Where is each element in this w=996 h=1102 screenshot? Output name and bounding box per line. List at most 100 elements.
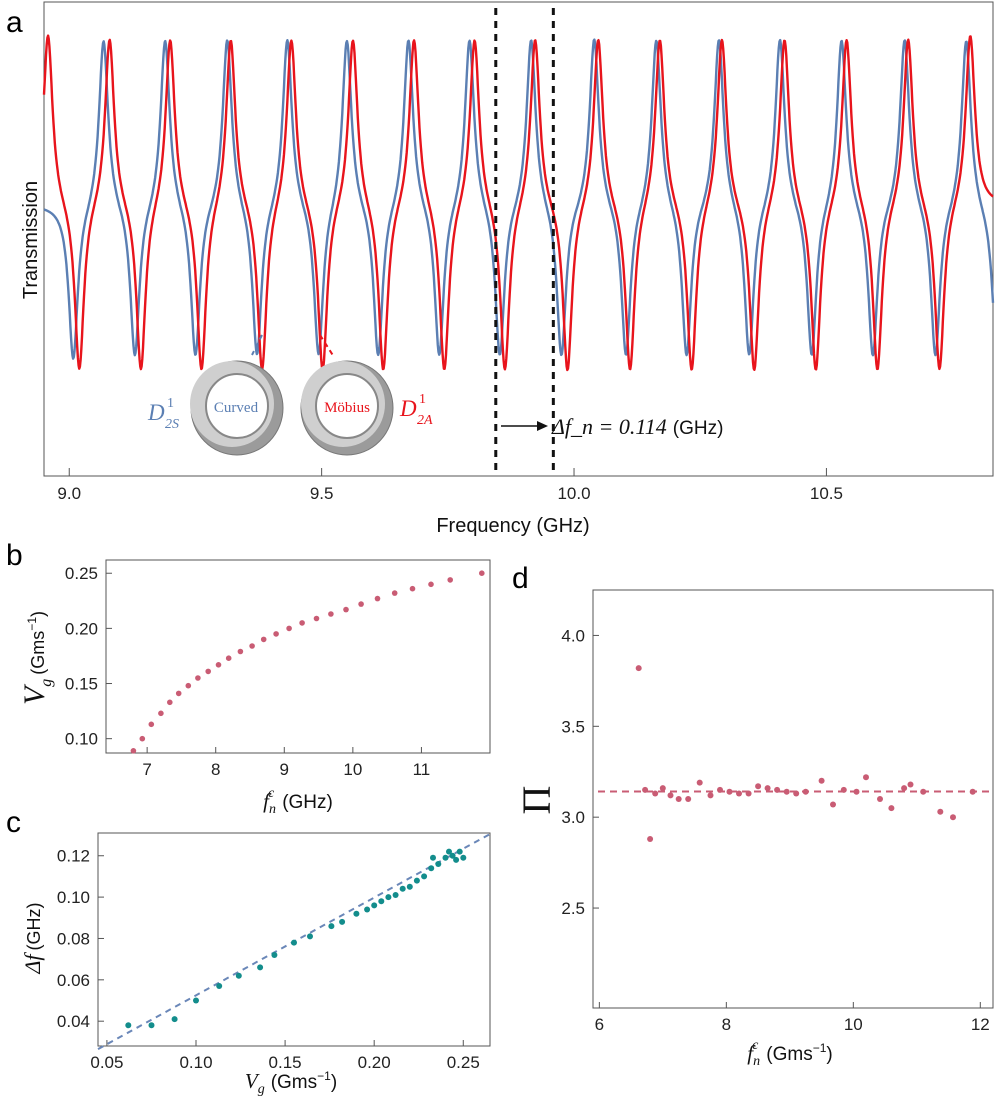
- panel-d-point: [764, 785, 771, 792]
- panel-d-points: [635, 665, 976, 842]
- panel-b-point: [205, 668, 211, 675]
- panel-b-point: [328, 611, 334, 617]
- panel-c-x-sup: −1: [317, 1069, 331, 1083]
- symmetric-mode-superscript: 1: [167, 396, 174, 411]
- panel-b-y-tick-label: 0.25: [65, 564, 98, 583]
- panel-b-y-sub: g: [38, 679, 55, 687]
- panel-c-x-tick-label: 0.15: [269, 1053, 302, 1072]
- panel-b-x-tick-label: 10: [343, 760, 362, 779]
- panel-d-point: [696, 779, 703, 786]
- panel-d-point: [907, 781, 914, 788]
- panel-b-y-sup: −1: [25, 617, 39, 631]
- panel-d-point: [840, 786, 847, 793]
- panel-c-point: [291, 939, 297, 946]
- panel-b-point: [249, 643, 255, 649]
- panel-d-point: [736, 790, 742, 797]
- panel-b-x-symbol: f: [263, 789, 272, 813]
- panel-d-x-tick-label: 6: [595, 1015, 604, 1034]
- panel-d-point: [793, 790, 800, 797]
- panel-b-x-tick-label: 8: [211, 760, 220, 779]
- panel-b-point: [391, 590, 398, 596]
- panel-c-point: [378, 898, 385, 905]
- panel-c-point: [353, 910, 360, 917]
- panel-c-ticks: 0.05 0.10 0.15 0.20 0.25 0.04 0.06 0.08 0.10 0.12: [57, 847, 480, 1072]
- panel-c-point: [364, 906, 371, 913]
- panel-c-y-tick-label: 0.12: [57, 847, 90, 866]
- panel-c-point: [453, 856, 460, 863]
- panel-d-point: [667, 792, 674, 799]
- panel-d-x-sup: c: [752, 1038, 759, 1053]
- panel-d-x-tick-label: 12: [971, 1015, 990, 1034]
- panel-d-point: [652, 790, 659, 797]
- panel-d-y-tick-label: 3.5: [561, 717, 585, 736]
- panel-b-point: [299, 620, 305, 626]
- panel-c-point: [193, 997, 199, 1004]
- panel-c-x-unit: (Gms: [271, 1072, 317, 1093]
- delta-f-symbol: Δf_n = 0.114: [551, 414, 667, 439]
- panel-a-x-tick-label: 10.5: [810, 484, 843, 503]
- antisymmetric-mode-label: D 1 2A: [399, 392, 433, 428]
- panel-a-x-title: Frequency (GHz): [436, 515, 589, 537]
- panel-b-point: [479, 570, 485, 576]
- panel-b-x-sub: n: [269, 802, 276, 817]
- panel-label-c: c: [6, 806, 21, 839]
- panel-d-point: [818, 777, 825, 784]
- panel-d-point: [707, 792, 714, 799]
- curved-transmission-line: [43, 38, 995, 360]
- panel-c-point: [446, 848, 452, 855]
- panel-d-point: [969, 788, 976, 795]
- panel-d-ticks: 6 8 10 12 2.5 3.0 3.5 4.0: [561, 626, 989, 1034]
- symmetric-mode-subscript: 2S: [165, 417, 179, 432]
- mobius-ring-pointer: [319, 334, 335, 358]
- panel-label-a: a: [6, 6, 23, 39]
- panel-b-y-unit: (Gms: [28, 631, 48, 675]
- antisymmetric-mode-subscript: 2A: [417, 413, 433, 428]
- panel-d-y-title: Π: [514, 786, 559, 815]
- panel-b-point: [343, 606, 349, 613]
- panel-c-x-tick-label: 0.10: [179, 1053, 212, 1072]
- panel-c-point: [371, 902, 378, 909]
- panel-b-point: [358, 601, 364, 607]
- panel-b-y-symbol: V: [18, 683, 51, 705]
- panel-b: 7 8 9 10 11 0.10 0.15 0.20 0.25 fnc (GHz) Vg (Gms−…: [18, 559, 491, 817]
- panel-b-ticks: 7 8 9 10 11 0.10 0.15 0.20 0.25: [65, 564, 430, 779]
- panel-a: Curved D 1 2S Möbius D 1 2A Δf_n = 0.114…: [20, 1, 995, 537]
- panel-a-x-tick-label: 10.0: [557, 484, 590, 503]
- panel-d-y-tick-label: 2.5: [561, 899, 585, 918]
- panel-c-x-title: Vg (Gms−1): [245, 1069, 337, 1097]
- panel-c-y-symbol: Δf: [20, 952, 45, 975]
- panel-b-point: [167, 699, 173, 706]
- panel-c-y-title: Δf(GHz): [20, 902, 45, 974]
- panel-b-x-tick-label: 9: [280, 760, 289, 779]
- panel-c-point: [171, 1016, 178, 1023]
- mobius-ring-inset: Möbius: [300, 334, 394, 456]
- panel-d-point: [802, 788, 809, 795]
- panel-d-point: [853, 788, 860, 795]
- panel-c-point: [406, 883, 413, 890]
- symmetric-mode-symbol: D: [147, 400, 165, 425]
- panel-a-markers: [494, 8, 555, 476]
- panel-b-point: [313, 615, 320, 622]
- curved-ring-label: Curved: [214, 400, 259, 416]
- panel-d-x-unit: (Gms: [766, 1044, 812, 1065]
- panel-d-point: [863, 774, 869, 781]
- symmetric-mode-label: D 1 2S: [147, 396, 179, 432]
- panel-b-y-tick-label: 0.15: [65, 675, 98, 694]
- panel-d-x-sub: n: [753, 1054, 760, 1069]
- panel-c-point: [235, 972, 242, 979]
- panel-c-point: [449, 852, 456, 859]
- panel-c-point: [421, 873, 428, 880]
- panel-c-frame: [97, 832, 491, 1047]
- panel-d-point: [745, 790, 752, 797]
- panel-c-point: [271, 952, 278, 958]
- panel-a-frame: [43, 1, 994, 477]
- panel-d-point: [642, 786, 649, 793]
- panel-a-x-tick-label: 9.0: [57, 484, 81, 503]
- panel-c-point: [392, 892, 399, 898]
- panel-d-x-close: ): [826, 1044, 832, 1065]
- panel-b-frame: [105, 559, 491, 754]
- panel-c-y-tick-label: 0.06: [57, 971, 90, 990]
- panel-d-point: [635, 665, 642, 672]
- panel-b-x-tick-label: 7: [142, 760, 151, 779]
